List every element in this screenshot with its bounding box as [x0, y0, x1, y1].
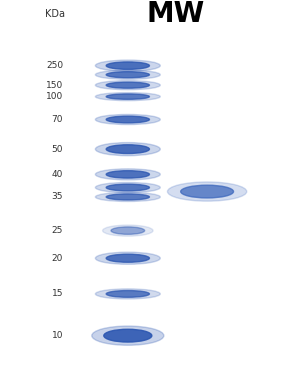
Text: 100: 100 — [46, 92, 63, 101]
Ellipse shape — [106, 254, 149, 262]
Ellipse shape — [106, 116, 149, 123]
Text: 25: 25 — [52, 226, 63, 235]
Ellipse shape — [106, 291, 149, 297]
Ellipse shape — [181, 185, 233, 198]
Text: 35: 35 — [52, 192, 63, 202]
Text: 15: 15 — [52, 289, 63, 298]
Ellipse shape — [106, 194, 149, 200]
Ellipse shape — [95, 252, 160, 264]
Ellipse shape — [106, 62, 149, 69]
Text: 70: 70 — [52, 115, 63, 124]
Ellipse shape — [95, 169, 160, 180]
Text: 50: 50 — [52, 145, 63, 154]
Ellipse shape — [95, 142, 160, 156]
Ellipse shape — [111, 227, 145, 234]
Ellipse shape — [106, 184, 149, 191]
Ellipse shape — [106, 171, 149, 178]
Ellipse shape — [95, 70, 160, 79]
Ellipse shape — [95, 115, 160, 125]
Text: 250: 250 — [46, 61, 63, 70]
Ellipse shape — [95, 192, 160, 202]
Ellipse shape — [103, 225, 153, 236]
Ellipse shape — [168, 182, 247, 201]
Ellipse shape — [106, 94, 149, 99]
Text: 40: 40 — [52, 170, 63, 179]
Ellipse shape — [92, 326, 164, 345]
Ellipse shape — [95, 182, 160, 193]
Text: 150: 150 — [46, 80, 63, 90]
Ellipse shape — [95, 60, 160, 71]
Text: MW: MW — [147, 0, 205, 27]
Text: KDa: KDa — [45, 9, 65, 19]
Ellipse shape — [106, 82, 149, 88]
Text: 20: 20 — [52, 254, 63, 263]
Ellipse shape — [95, 92, 160, 101]
Text: 10: 10 — [52, 331, 63, 340]
Ellipse shape — [95, 80, 160, 90]
Ellipse shape — [106, 145, 149, 154]
Ellipse shape — [95, 289, 160, 299]
Ellipse shape — [106, 72, 149, 78]
Ellipse shape — [104, 329, 152, 342]
